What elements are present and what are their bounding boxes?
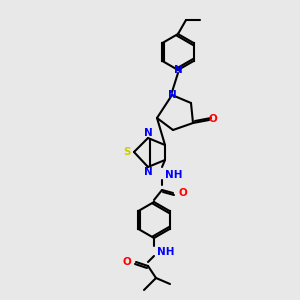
Text: N: N: [168, 90, 176, 100]
Text: N: N: [144, 167, 152, 177]
Text: N: N: [144, 128, 152, 138]
Text: O: O: [123, 257, 131, 267]
Text: N: N: [174, 65, 182, 75]
Text: O: O: [208, 114, 217, 124]
Text: NH: NH: [165, 170, 182, 180]
Text: O: O: [178, 188, 188, 198]
Text: NH: NH: [157, 247, 175, 257]
Text: S: S: [123, 147, 131, 157]
